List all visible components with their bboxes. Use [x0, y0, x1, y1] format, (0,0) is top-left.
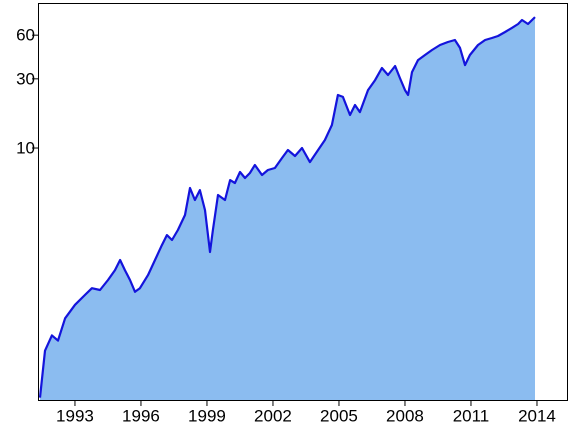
x-tick-label: 2008 [386, 406, 424, 425]
x-tick-label: 2002 [254, 406, 292, 425]
plot-frame [38, 3, 568, 401]
x-tick-label: 1993 [56, 406, 94, 425]
line [38, 16, 536, 398]
x-tick-label: 1996 [122, 406, 160, 425]
x-tick-label: 2014 [518, 406, 556, 425]
x-tick-label: 1999 [188, 406, 226, 425]
y-tick-label: 30 [16, 69, 35, 88]
y-tick-label: 10 [16, 139, 35, 158]
x-tick-label: 2011 [453, 406, 490, 425]
area [40, 17, 535, 400]
x-tick-label: 2005 [320, 406, 358, 425]
y-tick-label: 60 [16, 26, 35, 45]
